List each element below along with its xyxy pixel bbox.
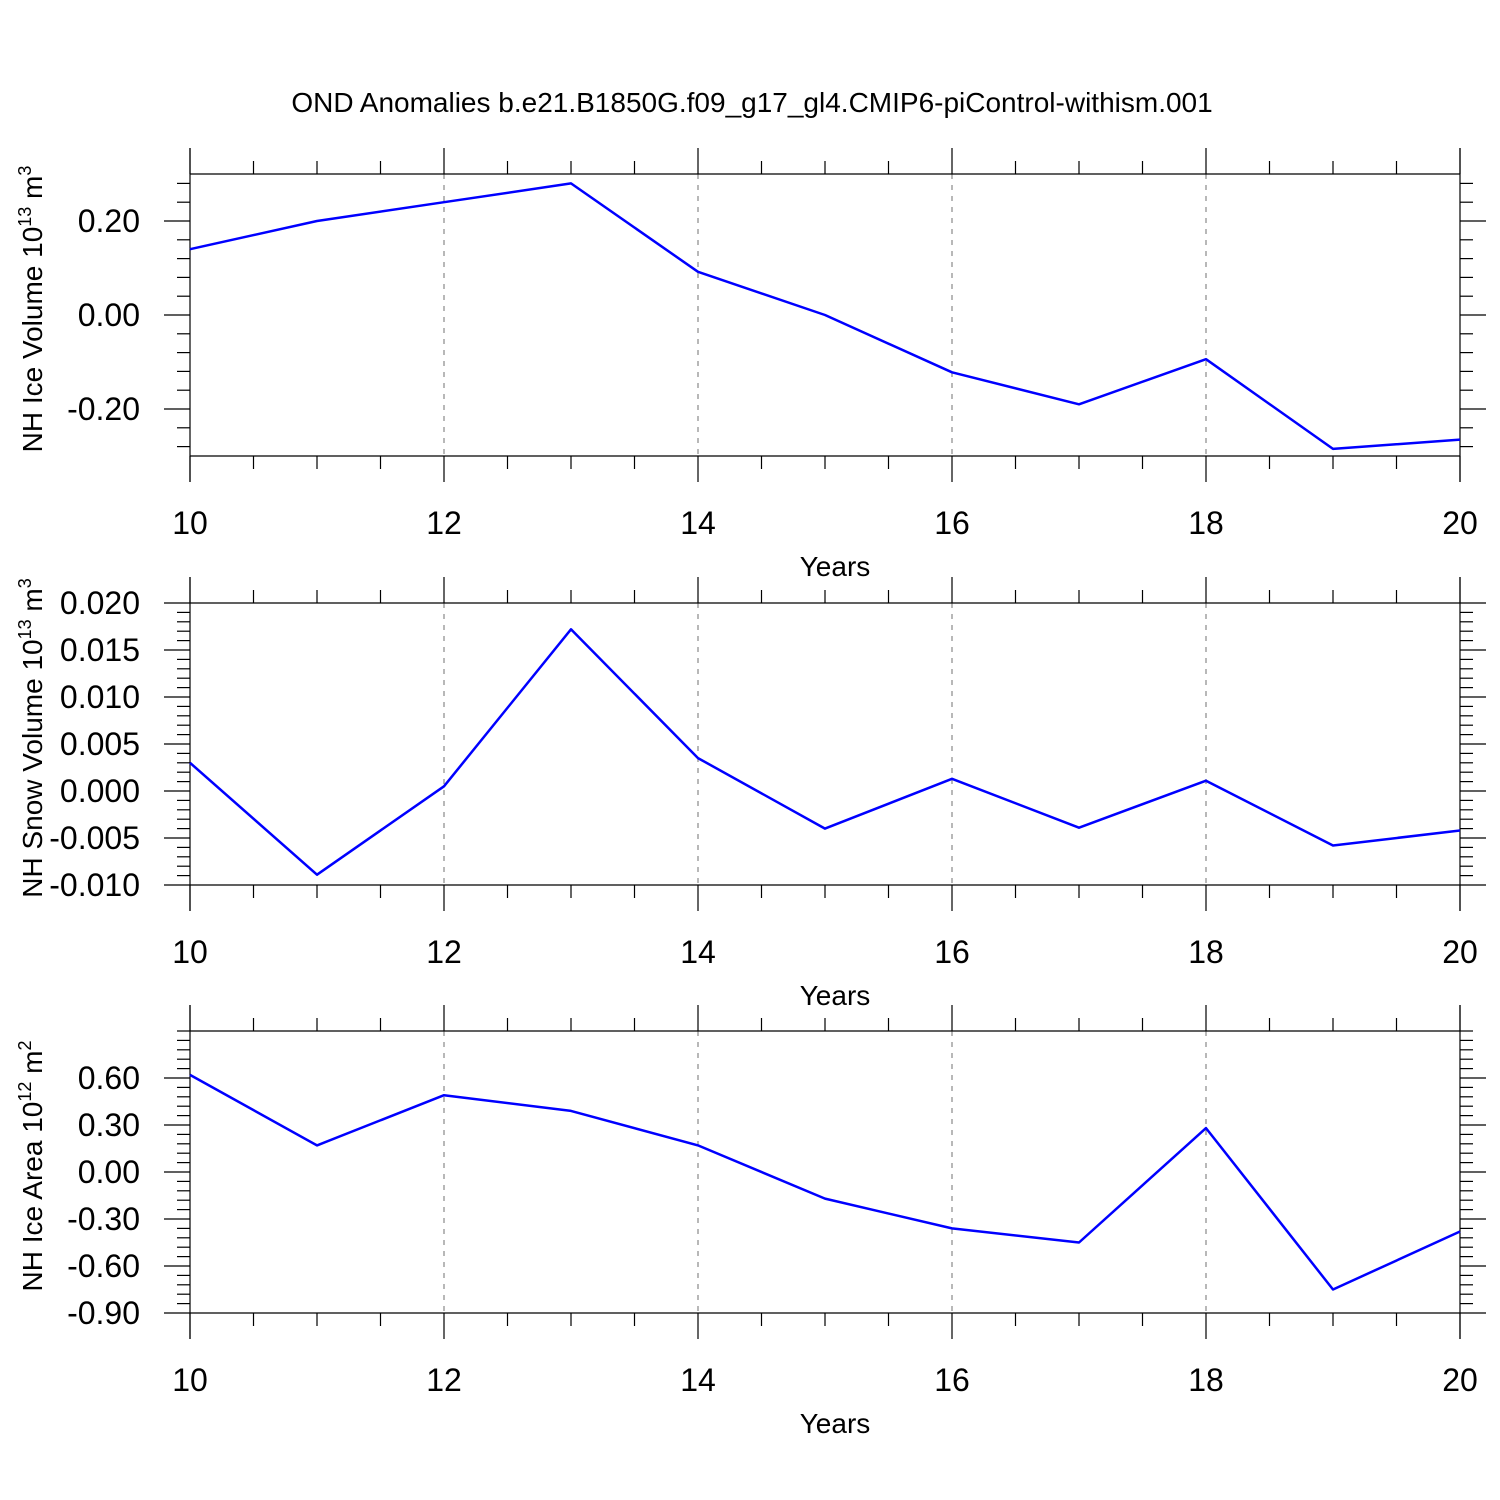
y-axis-label: NH Snow Volume 1013 m3 (15, 578, 48, 898)
y-axis-label: NH Ice Volume 1013 m3 (15, 166, 48, 453)
y-tick-label: 0.60 (78, 1060, 140, 1096)
x-tick-label: 12 (426, 1362, 462, 1398)
series-line (189, 182, 1461, 451)
x-tick-label: 18 (1188, 934, 1224, 970)
y-axis-label-unit: m (17, 176, 48, 207)
y-axis-label-text: NH Ice Area 10 (17, 1102, 48, 1292)
chart-panels: 10 12 14 16 18 20 -0.20 0.00 0.20 Years NH Ice Vol… (15, 148, 1486, 1439)
y-axis-label-exponent: 13 (15, 207, 35, 227)
y-axis-label-exponent: 12 (15, 1082, 35, 1102)
x-tick-label: 16 (934, 505, 970, 541)
y-tick-label: 0.015 (60, 632, 140, 668)
y-axis-label-text: NH Ice Volume 10 (17, 227, 48, 453)
x-tick-label: 12 (426, 505, 462, 541)
x-tick-label: 18 (1188, 505, 1224, 541)
x-tick-label: 10 (172, 505, 208, 541)
x-tick-label: 20 (1442, 1362, 1478, 1398)
y-tick-label: -0.90 (67, 1295, 140, 1331)
x-tick-label: 10 (172, 934, 208, 970)
x-axis-label: Years (800, 980, 871, 1011)
x-tick-label: 14 (680, 934, 716, 970)
y-tick-label: -0.010 (49, 867, 140, 903)
x-axis-label: Years (800, 551, 871, 582)
y-tick-label: -0.60 (67, 1248, 140, 1284)
x-tick-label: 16 (934, 1362, 970, 1398)
chart-panel-3: 10 12 14 16 18 20 -0.90 -0.60 -0.30 0.00 0.30 0.60 Y… (15, 1005, 1486, 1439)
y-tick-label: 0.020 (60, 585, 140, 621)
y-axis-label-unit-exponent: 3 (15, 166, 35, 176)
chart-panel-2: 10 12 14 16 18 20 -0.010 -0.005 0.000 0.005 0.010 0… (15, 577, 1486, 1011)
series-line (189, 628, 1461, 876)
x-tick-label: 10 (172, 1362, 208, 1398)
y-axis-label-exponent: 13 (15, 619, 35, 639)
y-axis-label-unit-exponent: 2 (15, 1040, 35, 1050)
y-axis-label-unit-exponent: 3 (15, 578, 35, 588)
figure-title: OND Anomalies b.e21.B1850G.f09_g17_gl4.C… (291, 87, 1212, 118)
y-tick-label: -0.30 (67, 1201, 140, 1237)
x-tick-label: 16 (934, 934, 970, 970)
x-tick-label: 14 (680, 505, 716, 541)
x-axis-label: Years (800, 1408, 871, 1439)
y-tick-label: 0.00 (78, 297, 140, 333)
y-axis-label-unit: m (17, 588, 48, 619)
y-tick-label: 0.30 (78, 1107, 140, 1143)
x-tick-label: 14 (680, 1362, 716, 1398)
x-tick-label: 12 (426, 934, 462, 970)
x-tick-label: 20 (1442, 934, 1478, 970)
y-tick-label: 0.010 (60, 679, 140, 715)
y-tick-label: 0.00 (78, 1154, 140, 1190)
y-tick-label: -0.005 (49, 820, 140, 856)
x-tick-label: 20 (1442, 505, 1478, 541)
y-axis-label-unit: m (17, 1051, 48, 1082)
y-tick-label: 0.000 (60, 773, 140, 809)
series-line (189, 1073, 1461, 1291)
y-axis-label: NH Ice Area 1012 m2 (15, 1040, 48, 1291)
chart-panel-1: 10 12 14 16 18 20 -0.20 0.00 0.20 Years NH Ice Vol… (15, 148, 1486, 582)
x-tick-label: 18 (1188, 1362, 1224, 1398)
y-tick-label: 0.20 (78, 203, 140, 239)
y-tick-label: -0.20 (67, 391, 140, 427)
y-tick-label: 0.005 (60, 726, 140, 762)
y-axis-label-text: NH Snow Volume 10 (17, 639, 48, 897)
